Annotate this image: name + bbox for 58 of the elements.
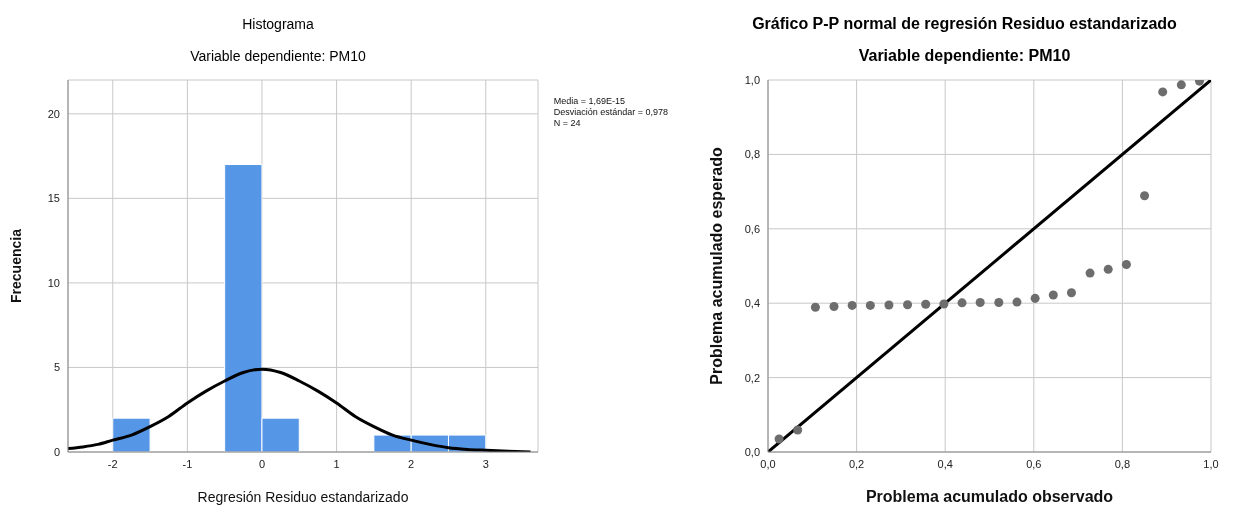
y-tick-label: 15 — [47, 192, 60, 205]
y-tick-label: 0,6 — [744, 222, 760, 235]
y-tick-label: 0 — [53, 445, 60, 458]
point — [903, 300, 913, 310]
x-tick-label: 1,0 — [1203, 457, 1219, 470]
x-tick-label: 2 — [408, 457, 415, 470]
x-tick-label: 0,0 — [760, 457, 776, 470]
x-axis-title: Regresión Residuo estandarizado — [197, 489, 409, 505]
point — [810, 302, 820, 312]
point — [1158, 87, 1168, 97]
point — [865, 300, 875, 310]
point — [1140, 191, 1150, 201]
point — [1121, 260, 1131, 270]
y-tick-label: 5 — [53, 361, 60, 374]
point — [939, 299, 949, 309]
point — [793, 425, 803, 435]
point — [1048, 290, 1058, 300]
point — [1085, 268, 1095, 278]
point — [1103, 264, 1113, 274]
point — [774, 434, 784, 444]
y-tick-label: 0,4 — [744, 297, 760, 310]
y-tick-label: 0,2 — [744, 371, 760, 384]
point — [1030, 293, 1040, 303]
point — [957, 298, 967, 308]
x-tick-label: 0,6 — [1026, 457, 1042, 470]
y-tick-label: 10 — [47, 276, 60, 289]
point — [829, 302, 839, 312]
text: Desviación estándar = 0,978 — [553, 107, 668, 118]
point — [1176, 80, 1186, 90]
chart-title: Histograma — [241, 15, 315, 34]
x-tick-label: 3 — [482, 457, 489, 470]
y-tick-label: 20 — [47, 107, 60, 120]
point — [1012, 297, 1022, 307]
x-axis-title: Problema acumulado observado — [865, 488, 1114, 505]
y-tick-label: 0,8 — [744, 148, 760, 161]
point — [994, 297, 1004, 307]
point — [921, 299, 931, 309]
chart-subtitle: Variable dependiente: PM10 — [189, 47, 367, 66]
chart-subtitle: Variable dependiente: PM10 — [857, 46, 1072, 66]
x-tick-label: 0,4 — [937, 457, 953, 470]
point — [975, 297, 985, 307]
y-axis-title: Frecuencia — [7, 228, 24, 303]
line-series — [68, 367, 533, 452]
x-tick-label: 1 — [333, 457, 340, 470]
y-axis-title: Problema acumulado esperado — [707, 147, 725, 385]
text: N = 24 — [553, 118, 582, 129]
y-tick-label: 0,0 — [744, 445, 760, 458]
y-tick-label: 1,0 — [744, 73, 760, 86]
text: Media = 1,69E-15 — [553, 96, 626, 107]
x-tick-label: 0 — [258, 457, 266, 470]
x-tick-label: 0,2 — [848, 457, 865, 470]
x-tick-label: 0,8 — [1114, 457, 1131, 470]
point — [847, 300, 857, 310]
x-tick-label: -2 — [107, 457, 118, 470]
x-tick-label: -1 — [182, 457, 193, 470]
point — [1066, 288, 1076, 298]
chart-title: Gráfico P-P normal de regresión Residuo estandarizado — [751, 14, 1178, 34]
point — [884, 300, 894, 310]
